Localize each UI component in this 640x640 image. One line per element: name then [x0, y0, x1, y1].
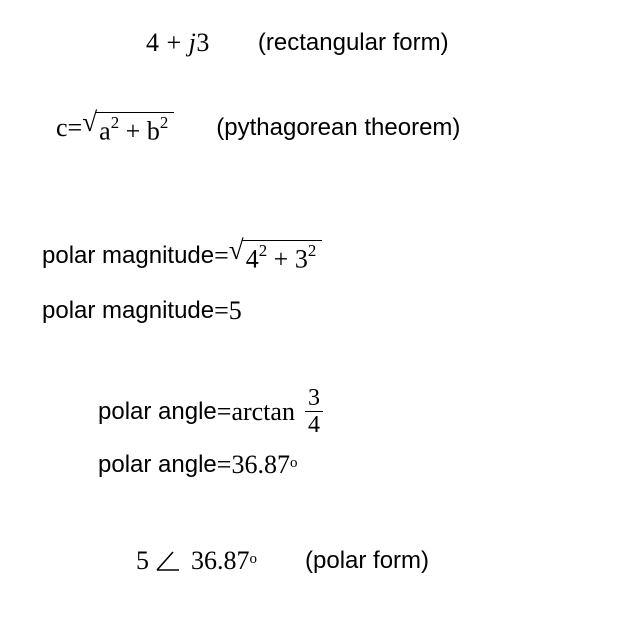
polar-angle-arctan-line: polar angle = arctan 3 4: [98, 386, 327, 437]
sqrt-a: a: [99, 117, 111, 146]
rect-value: 4 + j3: [146, 28, 210, 58]
pa2-rhs: 36.87: [231, 450, 290, 480]
polar-angle-result-line: polar angle = 36.87o: [98, 450, 297, 480]
rect-b: 3: [196, 28, 210, 57]
pm-lhs: polar magnitude: [42, 242, 214, 270]
angle-icon: [155, 550, 181, 572]
pm2-eq: =: [214, 296, 229, 326]
sqrt-plus-2: +: [267, 245, 295, 274]
pm2-rhs: 5: [229, 296, 242, 326]
deg-symbol: o: [290, 455, 298, 472]
rectangular-form-line: 4 + j3 (rectangular form): [146, 28, 449, 58]
frac-den: 4: [305, 411, 323, 437]
radicand-43: 42 + 32: [242, 240, 323, 275]
sqrt-b: b: [147, 117, 160, 146]
polar-form-line: 5 36.87o (polar form): [136, 546, 429, 576]
polar-mag: 5: [136, 546, 149, 576]
pa-lhs: polar angle: [98, 398, 217, 426]
frac-num: 3: [305, 386, 323, 411]
polar-mag-sqrt-line: polar magnitude = √ 42 + 32: [42, 238, 322, 275]
radical-icon: √: [82, 112, 97, 134]
sqrt-plus: +: [119, 117, 147, 146]
sqrt-43: √ 42 + 32: [229, 238, 323, 275]
c-eq: =: [68, 113, 83, 143]
pa2-eq: =: [217, 450, 232, 480]
rect-plus: +: [160, 28, 189, 57]
c-lhs: c: [56, 113, 68, 143]
radicand-ab: a2 + b2: [95, 112, 174, 147]
pm2-lhs: polar magnitude: [42, 297, 214, 325]
rect-a: 4: [146, 28, 160, 57]
polar-angle-val: 36.87: [191, 546, 250, 576]
pa2-lhs: polar angle: [98, 451, 217, 479]
arctan: arctan: [231, 397, 295, 427]
deg-symbol-2: o: [250, 551, 258, 568]
rect-label: (rectangular form): [258, 29, 449, 57]
pyth-label: (pythagorean theorem): [216, 114, 460, 142]
sqrt-4: 4: [246, 245, 259, 274]
pythagorean-line: c = √ a2 + b2 (pythagorean theorem): [56, 110, 460, 147]
polar-label: (polar form): [305, 547, 429, 575]
sqrt-ab: √ a2 + b2: [82, 110, 174, 147]
pa-eq: =: [217, 397, 232, 427]
polar-mag-result-line: polar magnitude = 5: [42, 296, 242, 326]
sqrt-3: 3: [295, 245, 308, 274]
pm-eq: =: [214, 241, 229, 271]
radical-icon-2: √: [229, 240, 244, 262]
frac-3-4: 3 4: [305, 386, 323, 437]
